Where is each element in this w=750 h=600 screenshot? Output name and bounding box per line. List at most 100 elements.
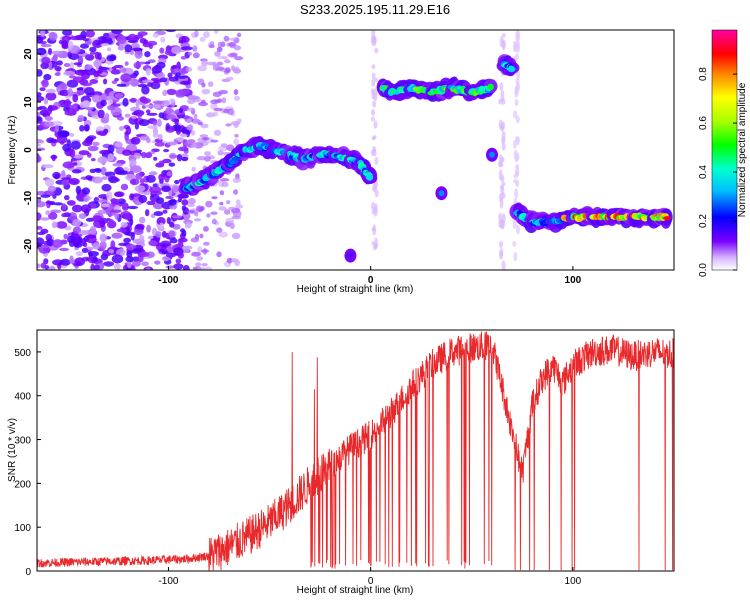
spectrogram-noise-cell: [213, 129, 222, 136]
spectrogram-noise-cell: [203, 248, 207, 255]
spectrogram-noise-cell: [131, 47, 143, 52]
spectrogram-noise-cell: [37, 69, 43, 77]
spectrogram-noise-cell: [172, 215, 182, 219]
spectrogram-noise-cell: [89, 79, 99, 84]
spectrogram-noise-cell: [221, 97, 227, 104]
spectrogram-cell: [366, 173, 374, 181]
spectrogram-noise-cell: [56, 85, 62, 93]
spectrogram-noise-cell: [137, 113, 142, 118]
spectrogram-noise-cell: [98, 65, 103, 75]
spectrogram-cell: [438, 190, 445, 197]
spectrogram-noise-cell: [104, 112, 110, 122]
spectrogram-noise-cell: [235, 199, 241, 206]
spectrogram-noise-cell: [100, 166, 107, 176]
spectrogram-noise-cell: [234, 66, 240, 71]
y-tick-label: 0: [25, 567, 31, 578]
spectrogram-noise-cell: [216, 227, 223, 233]
colorbar: 0.0 0.2 0.4 0.6 0.8 Normalized spectral ampl…: [698, 29, 748, 277]
spectrogram-noise-cell: [161, 185, 172, 193]
spectrogram-noise-cell: [114, 263, 121, 270]
spectrogram-noise-cell: [105, 96, 112, 101]
spectrogram-noise-cell: [374, 47, 379, 54]
spectrogram-noise-cell: [201, 88, 211, 95]
spectrogram-noise-cell: [156, 61, 166, 69]
spectrogram-noise-cell: [146, 112, 158, 116]
spectrogram-noise-cell: [139, 178, 145, 185]
spectrogram-noise-cell: [213, 63, 219, 70]
spectrogram-noise-cell: [52, 239, 64, 248]
spectrogram-noise-cell: [108, 176, 119, 184]
spectrogram-noise-cell: [190, 130, 196, 136]
spectrogram-noise-cell: [165, 195, 174, 200]
spectrogram-noise-cell: [81, 82, 93, 87]
spectrogram-noise-cell: [134, 50, 143, 59]
spectrogram-noise-cell: [116, 35, 127, 45]
spectrogram-noise-cell: [176, 136, 185, 143]
spectrogram-noise-cell: [111, 232, 123, 239]
spectrogram-noise-cell: [100, 43, 110, 47]
spectrogram-noise-cell: [106, 191, 113, 201]
spectrogram-noise-cell: [110, 209, 122, 213]
spectrogram-noise-cell: [202, 226, 209, 232]
spectrogram-noise-cell: [156, 197, 165, 204]
spectrogram-noise-cell: [139, 234, 145, 243]
spectrogram-noise-cell: [231, 65, 236, 72]
spectrogram-noise-cell: [181, 156, 189, 162]
spectrogram-noise-cell: [371, 109, 375, 116]
spectrogram-noise-cell: [138, 194, 148, 204]
spectrogram-noise-cell: [67, 235, 76, 244]
spectrogram-noise-cell: [513, 43, 518, 53]
spectrogram-noise-cell: [114, 191, 124, 197]
spectrogram-noise-cell: [218, 206, 227, 211]
spectrogram-noise-cell: [153, 211, 164, 217]
spectrogram-noise-cell: [90, 158, 96, 162]
snr-frame: [36, 329, 675, 572]
spectrogram-noise-cell: [124, 44, 133, 53]
spectrogram-noise-cell: [199, 233, 204, 239]
spectrogram-noise-cell: [180, 56, 187, 60]
spectrogram-noise-cell: [52, 171, 61, 179]
spectrogram-noise-cell: [45, 200, 56, 205]
spectrogram-noise-cell: [97, 109, 105, 119]
spectrogram-noise-cell: [63, 63, 71, 67]
spectrogram-noise-cell: [231, 232, 241, 240]
spectrogram-noise-cell: [37, 95, 45, 102]
spectrogram-noise-cell: [103, 78, 108, 85]
spectrogram-noise-cell: [79, 125, 85, 132]
spectrogram-noise-cell: [95, 168, 102, 173]
y-tick-label: 0: [23, 147, 34, 153]
spectrogram-noise-cell: [121, 202, 129, 211]
spectrogram-noise-cell: [126, 250, 133, 258]
spectrogram-noise-cell: [147, 235, 154, 240]
spectrogram-noise-cell: [146, 137, 151, 144]
y-tick-label: 300: [14, 436, 31, 447]
spectrogram-noise-cell: [212, 111, 219, 117]
spectrogram-noise-cell: [219, 178, 230, 182]
spectrogram-noise-cell: [147, 125, 158, 129]
spectrogram-noise-cell: [108, 218, 115, 226]
spectrogram-noise-cell: [187, 124, 194, 131]
spectrogram-noise-cell: [168, 76, 179, 82]
spectrogram-noise-cell: [374, 77, 379, 83]
spectrogram-noise-cell: [192, 52, 200, 59]
spectrogram-noise-cell: [51, 50, 63, 55]
spectrogram-noise-cell: [172, 223, 181, 230]
spectrogram-noise-cell: [158, 112, 165, 119]
spectrogram-noise-cell: [64, 110, 77, 116]
spectrogram-noise-cell: [186, 118, 192, 124]
spectrogram-noise-cell: [210, 211, 218, 215]
spectrogram-noise-cell: [114, 77, 119, 82]
spectrogram-noise-cell: [501, 98, 506, 105]
spectrogram-noise-cell: [116, 228, 128, 233]
spectrogram-noise-cell: [499, 241, 503, 248]
spectrogram-noise-cell: [234, 134, 239, 138]
spectrogram-noise-cell: [168, 230, 176, 238]
spectrogram-noise-cell: [116, 83, 127, 87]
spectrogram-noise-cell: [37, 191, 47, 196]
spectrogram-noise-cell: [158, 173, 165, 182]
spectrogram-noise-cell: [154, 141, 165, 147]
spectrogram-noise-cell: [74, 257, 85, 266]
y-tick-label: 400: [14, 392, 31, 403]
spectrogram-noise-cell: [161, 255, 171, 262]
